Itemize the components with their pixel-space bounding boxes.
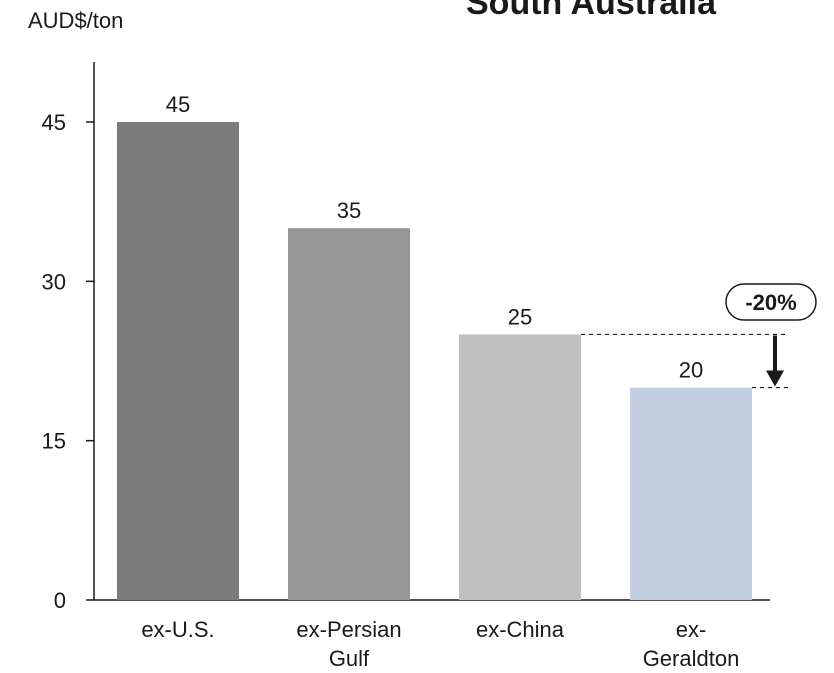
x-category-label: Gulf	[329, 646, 370, 671]
change-percent-label: -20%	[745, 290, 796, 315]
change-badge-outline	[725, 283, 817, 321]
y-axis-unit-label: AUD$/ton	[28, 8, 124, 33]
bars	[117, 122, 752, 600]
y-tick-label: 15	[42, 429, 66, 454]
data-label: 45	[166, 92, 190, 117]
bar	[117, 122, 239, 600]
labels: 45 ex-U.S. 35 ex-Persian Gulf 25 ex-China 20 ex-…	[141, 92, 739, 671]
bar	[288, 228, 410, 600]
bar	[630, 387, 752, 600]
y-tick-label: 30	[42, 269, 66, 294]
x-category-label: ex-China	[476, 617, 565, 642]
data-label: 35	[337, 198, 361, 223]
change-annotation: -20%	[581, 283, 817, 389]
x-category-label: Geraldton	[643, 646, 740, 671]
data-label: 20	[679, 358, 703, 383]
x-category-label: ex-U.S.	[141, 617, 214, 642]
x-category-label: ex-Persian	[296, 617, 401, 642]
bar	[459, 334, 581, 600]
y-tick-label: 0	[54, 588, 66, 613]
y-tick-label: 45	[42, 110, 66, 135]
x-category-label: ex-	[676, 617, 707, 642]
down-arrow-icon	[766, 370, 784, 387]
chart-title: South Australia	[466, 0, 716, 22]
data-label: 25	[508, 304, 532, 329]
